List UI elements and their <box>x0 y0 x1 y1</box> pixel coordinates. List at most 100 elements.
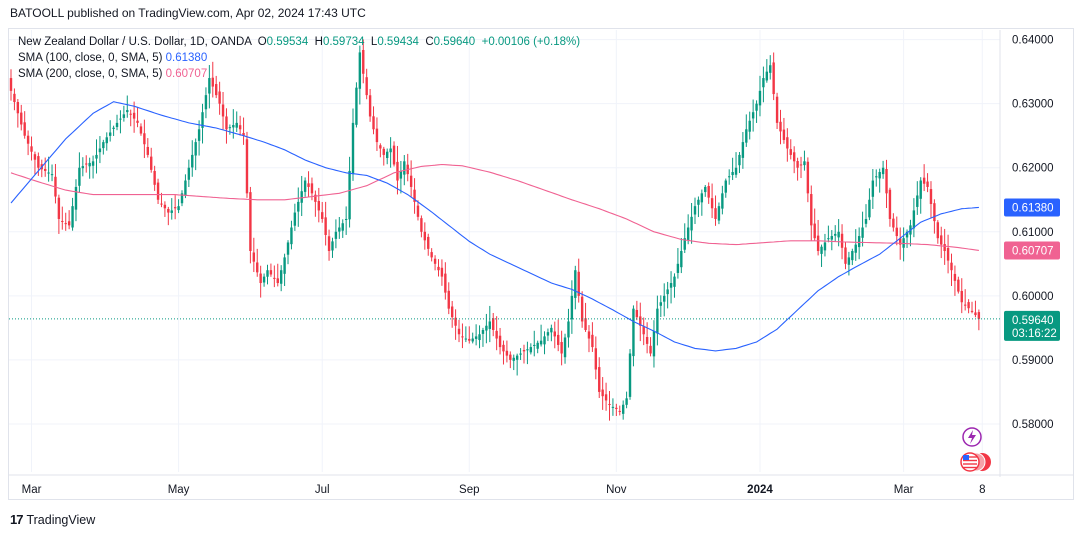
candle-body <box>683 238 686 250</box>
symbol-row: New Zealand Dollar / U.S. Dollar, 1D, OA… <box>18 34 580 50</box>
y-tick-label: 0.64000 <box>1012 35 1054 47</box>
y-tick-label: 0.62000 <box>1012 163 1054 175</box>
candle-body <box>197 129 201 141</box>
current-price-tag[interactable] <box>1004 310 1060 341</box>
candle-body <box>755 103 758 111</box>
candle-body <box>191 154 194 168</box>
candle-body <box>693 206 697 215</box>
candle-body <box>57 197 61 219</box>
sma100-legend-row[interactable]: SMA (100, close, 0, SMA, 5) 0.61380 <box>18 50 580 66</box>
candle-body <box>847 257 851 265</box>
candle-body <box>786 137 789 149</box>
candle-body <box>789 149 792 155</box>
candle-body <box>307 183 310 187</box>
sma-price-tag <box>1004 241 1060 260</box>
candle-body <box>782 129 786 140</box>
candle-body <box>840 233 844 248</box>
candle-body <box>663 295 666 302</box>
candle-body <box>488 321 491 329</box>
candle-body <box>864 218 868 224</box>
candle-body <box>539 340 543 345</box>
candle-body <box>652 331 656 357</box>
candle-body <box>430 252 433 258</box>
candle-body <box>232 125 235 128</box>
candle-body <box>492 318 495 331</box>
candle-body <box>758 90 762 106</box>
candle-body <box>286 242 290 255</box>
symbol-title[interactable]: New Zealand Dollar / U.S. Dollar, 1D, OA… <box>18 36 252 48</box>
sma100-label: SMA (100, close, 0, SMA, 5) <box>18 52 163 64</box>
candle-body <box>283 257 286 274</box>
candle-body <box>680 251 683 268</box>
candle-body <box>745 129 748 143</box>
sma-price-tag-label: 0.60707 <box>1012 246 1054 258</box>
candle-body <box>567 321 570 338</box>
sma100-value: 0.61380 <box>165 52 208 64</box>
candle-body <box>23 122 26 136</box>
candle-body <box>180 193 184 204</box>
candle-body <box>156 182 160 200</box>
candle-body <box>803 161 806 166</box>
candle-body <box>690 216 693 231</box>
candle-body <box>912 210 916 229</box>
candle-body <box>413 189 416 202</box>
candle-body <box>259 273 262 284</box>
candle-body <box>238 125 242 130</box>
sma200-legend-row[interactable]: SMA (200, close, 0, SMA, 5) 0.60707 <box>18 66 580 82</box>
candle-body <box>580 296 584 322</box>
candle-body <box>967 302 970 309</box>
x-tick-label: May <box>168 484 190 496</box>
sma200-value: 0.60707 <box>165 68 208 80</box>
candle-body <box>628 353 632 397</box>
candle-body <box>433 258 437 264</box>
candle-body <box>522 350 526 352</box>
published-info: BATOOLL published on TradingView.com, Ap… <box>10 6 366 20</box>
candle-body <box>495 330 498 339</box>
candle-body <box>184 180 187 196</box>
candle-body <box>512 357 515 361</box>
candle-body <box>146 146 149 155</box>
candle-body <box>290 227 293 245</box>
candle-body <box>115 122 119 128</box>
candle-body <box>221 104 225 117</box>
candle-body <box>372 116 375 130</box>
candle-body <box>132 112 136 119</box>
candle-body <box>228 127 232 129</box>
candle-body <box>601 389 604 397</box>
candle-body <box>416 205 420 217</box>
candle-body <box>112 127 115 129</box>
candle-body <box>857 236 861 248</box>
candle-body <box>327 236 331 251</box>
candle-body <box>543 336 546 345</box>
candle-body <box>85 163 88 165</box>
candle-body <box>933 203 936 222</box>
candle-body <box>457 328 461 335</box>
candle-body <box>344 218 348 220</box>
candle-body <box>389 148 392 153</box>
candle-body <box>881 167 885 175</box>
candle-body <box>341 223 344 231</box>
tradingview-brand: TradingView <box>26 512 96 527</box>
candle-body <box>249 192 252 251</box>
candle-body <box>61 220 64 222</box>
candle-body <box>447 290 450 309</box>
candle-body <box>940 235 943 245</box>
candle-body <box>440 267 444 277</box>
candle-body <box>686 227 690 241</box>
candle-body <box>16 102 20 114</box>
candle-body <box>297 201 300 212</box>
candle-body <box>474 336 478 339</box>
candle-body <box>396 161 399 181</box>
candle-body <box>519 353 522 355</box>
candle-body <box>577 271 580 296</box>
candle-body <box>266 270 269 277</box>
candle-body <box>78 167 81 186</box>
tradingview-footer[interactable]: 17 TradingView <box>10 512 95 527</box>
candle-body <box>122 114 126 118</box>
sma-price-tag <box>1004 198 1060 217</box>
candle-body <box>895 227 898 237</box>
candle-body <box>834 233 837 236</box>
x-tick-label: Mar <box>894 484 914 496</box>
candle-body <box>47 172 50 174</box>
